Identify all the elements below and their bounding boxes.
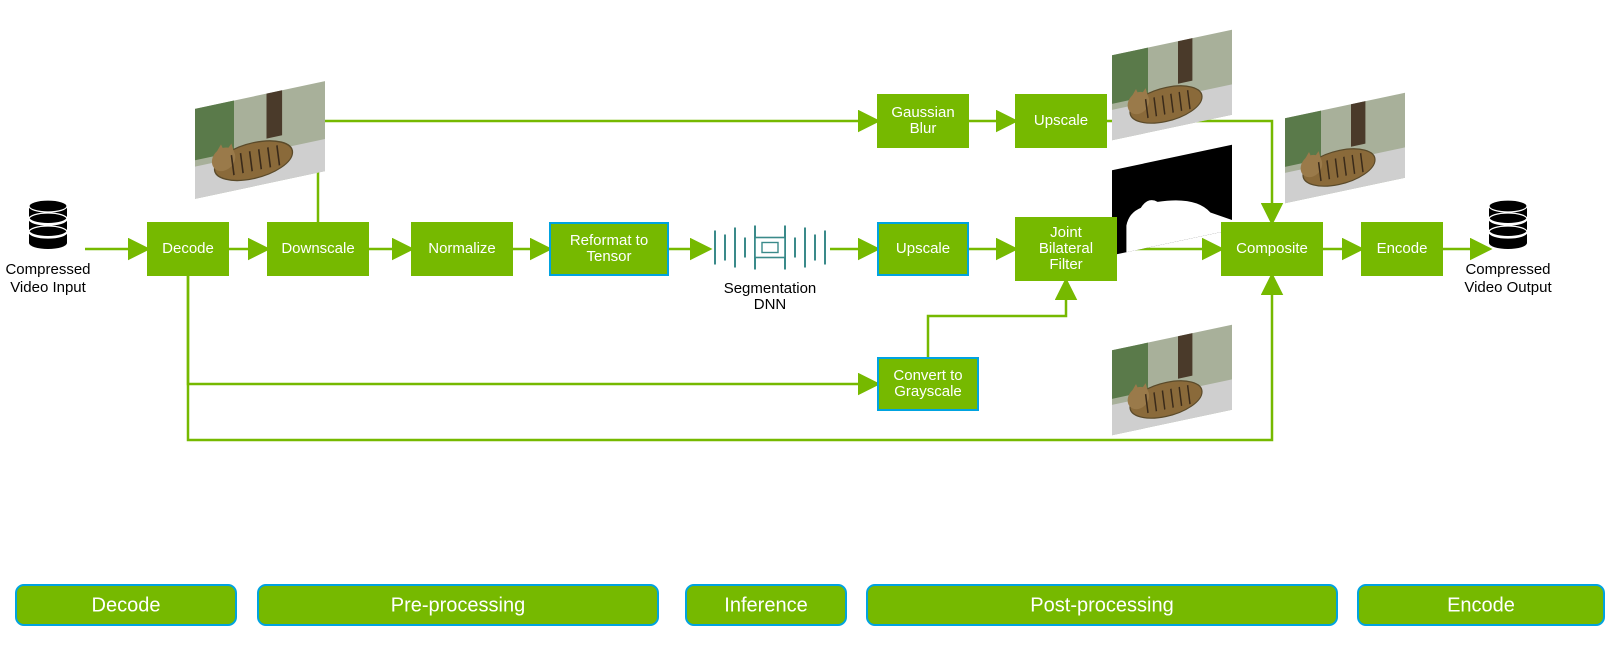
edge-15 [188, 275, 1272, 440]
db-input: CompressedVideo Input [5, 200, 90, 296]
node-reformat: Reformat toTensor [550, 223, 668, 275]
node-label: Composite [1236, 240, 1308, 257]
stage-label: Post-processing [1030, 594, 1173, 616]
node-label: Bilateral [1039, 240, 1093, 257]
node-gblur: GaussianBlur [878, 95, 968, 147]
node-jbf: JointBilateralFilter [1016, 218, 1116, 280]
dnn-caption: DNN [754, 296, 787, 313]
node-label: Downscale [281, 240, 354, 257]
node-label: Convert to [893, 367, 962, 384]
stage-2: Inference [686, 585, 846, 625]
db-label: Compressed [1465, 261, 1550, 278]
stage-label: Inference [724, 594, 807, 616]
stage-3: Post-processing [867, 585, 1337, 625]
node-label: Upscale [896, 240, 950, 257]
stage-label: Encode [1447, 594, 1515, 616]
node-label: Decode [162, 240, 214, 257]
thumb-cat2 [1112, 30, 1232, 141]
node-label: Reformat to [570, 232, 648, 249]
edge-14 [928, 280, 1066, 358]
dnn-caption: Segmentation [724, 280, 817, 297]
thumb-cat1 [195, 81, 325, 199]
thumb-cat4 [1285, 93, 1405, 204]
node-decode: Decode [148, 223, 228, 275]
db-label: Compressed [5, 261, 90, 278]
node-downscale: Downscale [268, 223, 368, 275]
node-label: Blur [910, 120, 937, 137]
stage-label: Decode [92, 594, 161, 616]
node-upscale2: Upscale [878, 223, 968, 275]
node-normalize: Normalize [412, 223, 512, 275]
node-grayscale: Convert toGrayscale [878, 358, 978, 410]
stage-4: Encode [1358, 585, 1604, 625]
node-label: Joint [1050, 224, 1083, 241]
edge-10 [318, 121, 878, 223]
stage-0: Decode [16, 585, 236, 625]
stage-label: Pre-processing [391, 594, 526, 616]
node-label: Normalize [428, 240, 496, 257]
node-label: Tensor [586, 248, 631, 265]
node-label: Grayscale [894, 383, 962, 400]
stage-1: Pre-processing [258, 585, 658, 625]
node-label: Upscale [1034, 112, 1088, 129]
db-label: Video Input [10, 279, 86, 296]
node-upscale1: Upscale [1016, 95, 1106, 147]
node-label: Filter [1049, 256, 1082, 273]
node-label: Encode [1377, 240, 1428, 257]
segmentation-dnn: SegmentationDNN [715, 226, 825, 313]
thumb-mask [1112, 145, 1232, 256]
db-label: Video Output [1464, 279, 1552, 296]
node-label: Gaussian [891, 104, 954, 121]
thumb-cat3 [1112, 325, 1232, 436]
node-encode: Encode [1362, 223, 1442, 275]
node-composite: Composite [1222, 223, 1322, 275]
